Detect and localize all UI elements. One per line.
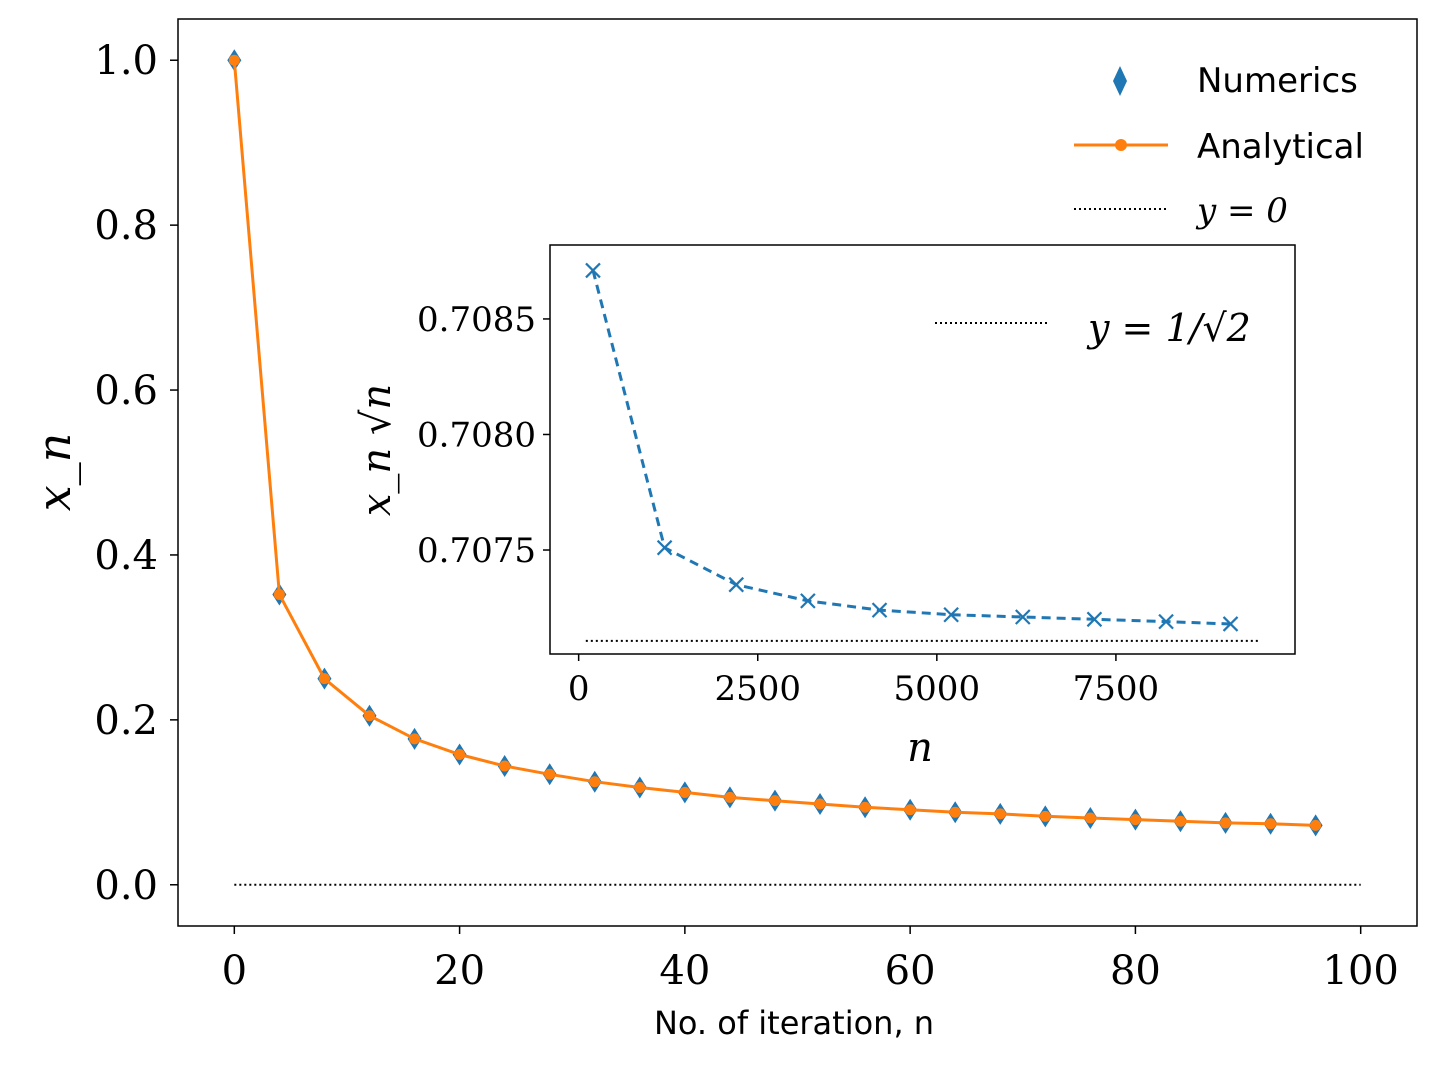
inset-axes-frame: [549, 244, 1296, 655]
main-y-axis-label: x_n: [27, 433, 81, 512]
analytical-point: [1220, 817, 1232, 829]
main-x-tick-label: 40: [659, 948, 710, 994]
main-y-ticks: 0.0 0.2 0.4 0.6 0.8 1.0: [94, 38, 178, 909]
analytical-point: [679, 786, 691, 798]
analytical-point: [499, 760, 511, 772]
inset-x-marker: [1158, 613, 1174, 630]
inset-x-marker: [1015, 609, 1031, 625]
inset-x-tick-label: 5000: [894, 669, 981, 709]
inset-x-tick-label: 7500: [1073, 669, 1160, 709]
analytical-point: [724, 791, 736, 803]
analytical-point: [589, 776, 601, 788]
inset-y-tick-label: 0.7080: [417, 415, 536, 455]
analytical-point: [454, 748, 466, 760]
legend-analytical-dot-icon: [1115, 139, 1127, 151]
inset-x-axis-label: n: [907, 725, 933, 771]
inset-x-marker: [656, 539, 673, 556]
analytical-point: [544, 768, 556, 780]
inset-y-tick-label: 0.7085: [417, 300, 536, 340]
analytical-point: [1084, 812, 1096, 824]
analytical-point: [634, 781, 646, 793]
legend-numerics-diamond-icon: [1113, 66, 1127, 96]
inset-y-ticks: 0.7075 0.7080 0.7085: [417, 300, 550, 571]
legend-analytical-label: Analytical: [1197, 127, 1364, 167]
inset-y-axis-label: x_n √n: [354, 384, 400, 516]
analytical-point: [318, 673, 330, 685]
inset-legend: y = 1/√2: [935, 306, 1251, 350]
inset-plot: 0 2500 5000 7500 0.7075 0.7080 0.7085 n x_n √…: [354, 244, 1296, 771]
legend-entry-analytical: Analytical: [1074, 127, 1364, 167]
analytical-point: [814, 798, 826, 810]
main-series: [227, 49, 1361, 886]
main-x-tick-label: 0: [222, 948, 247, 994]
analytical-point: [1039, 810, 1051, 822]
inset-x-marker: [800, 593, 816, 609]
analytical-point: [273, 589, 285, 601]
analytical-point: [1310, 819, 1322, 831]
inset-x-marker: [871, 602, 888, 618]
inset-y-tick-label: 0.7075: [417, 531, 536, 571]
main-y-tick-label: 1.0: [94, 38, 158, 84]
main-x-ticks: 0 20 40 60 80 100: [222, 926, 1399, 994]
legend-entry-zero: y = 0: [1074, 191, 1288, 231]
inset-x-marker: [1222, 616, 1239, 632]
analytical-point: [409, 733, 421, 745]
inset-x-tick-label: 0: [568, 669, 590, 709]
main-x-axis-label: No. of iteration, n: [654, 1004, 934, 1042]
main-x-tick-label: 80: [1110, 948, 1161, 994]
main-y-tick-label: 0.0: [94, 863, 158, 909]
main-axes-frame: [177, 18, 1418, 927]
analytical-point: [994, 808, 1006, 820]
legend-numerics-label: Numerics: [1197, 61, 1358, 101]
analytical-point: [859, 801, 871, 813]
main-y-tick-label: 0.8: [94, 203, 158, 249]
main-y-tick-label: 0.4: [94, 533, 158, 579]
analytical-point: [1265, 818, 1277, 830]
analytical-point: [1129, 814, 1141, 826]
inset-x-marker: [585, 262, 601, 279]
analytical-point: [949, 806, 961, 818]
inset-x-tick-label: 2500: [714, 669, 801, 709]
analytical-point: [363, 710, 375, 722]
inset-x-marker: [728, 576, 745, 593]
analytical-point: [769, 795, 781, 807]
inset-series: [585, 262, 1260, 642]
legend-zero-label: y = 0: [1195, 191, 1288, 231]
analytical-point: [1174, 815, 1186, 827]
main-x-tick-label: 60: [885, 948, 936, 994]
analytical-point: [904, 804, 916, 816]
inset-legend-label: y = 1/√2: [1086, 306, 1251, 350]
inset-x-ticks: 0 2500 5000 7500: [568, 654, 1159, 709]
inset-x-marker: [943, 606, 959, 623]
main-x-tick-label: 100: [1323, 948, 1399, 994]
main-x-tick-label: 20: [434, 948, 485, 994]
inset-x-marker: [1086, 611, 1103, 628]
legend-entry-numerics: Numerics: [1113, 61, 1358, 101]
main-legend: Numerics Analytical y = 0: [1074, 61, 1364, 231]
main-plot: 0 20 40 60 80 100 0.0 0.2 0.4 0.6 0.8 1.0 No. of i…: [27, 18, 1418, 1042]
main-y-tick-label: 0.2: [94, 698, 158, 744]
analytical-point: [228, 54, 240, 66]
inset-series-line: [591, 270, 1231, 626]
main-y-tick-label: 0.6: [94, 368, 158, 414]
